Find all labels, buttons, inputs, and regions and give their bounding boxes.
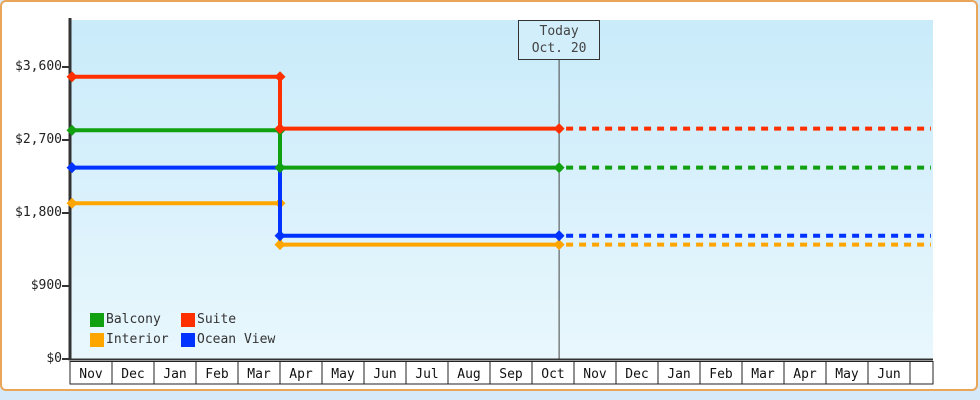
x-axis-month-label: Jan	[163, 367, 186, 382]
today-label: Today	[539, 24, 579, 39]
x-axis-month-label: May	[331, 367, 355, 382]
legend-swatch-interior	[90, 332, 104, 347]
data-point-marker	[66, 162, 78, 174]
data-point-marker	[274, 162, 286, 174]
y-axis-label: $1,800	[15, 205, 62, 220]
legend-label: Interior	[106, 332, 169, 347]
x-axis-month-label: Mar	[751, 367, 775, 382]
plot-area	[71, 20, 933, 359]
legend-label: Ocean View	[197, 332, 276, 347]
x-axis-month-label: Jun	[373, 367, 396, 382]
data-point-marker	[66, 71, 78, 83]
x-axis-month-label: May	[835, 367, 859, 382]
legend-swatch-suite	[181, 312, 195, 327]
x-axis-month-label: Jul	[415, 367, 438, 382]
y-axis-label: $2,700	[15, 132, 62, 147]
y-axis-label: $3,600	[15, 59, 62, 74]
legend-label: Balcony	[106, 312, 161, 327]
data-point-marker	[553, 239, 565, 251]
x-axis-month-label: Dec	[625, 367, 648, 382]
data-point-marker	[66, 124, 78, 136]
series-line-suite	[66, 71, 931, 135]
legend-label: Suite	[197, 312, 237, 327]
data-point-marker	[274, 239, 286, 251]
data-point-marker	[66, 197, 78, 209]
today-date: Oct. 20	[531, 41, 587, 56]
data-point-marker	[553, 123, 565, 135]
x-axis-month-label: Oct	[541, 367, 564, 382]
x-axis-month-label: Aug	[457, 367, 480, 382]
x-axis-month-label: Dec	[121, 367, 144, 382]
legend-item-balcony: Balcony	[90, 311, 181, 328]
x-axis-month-label: Apr	[289, 367, 313, 382]
x-axis-month-label: Sep	[499, 367, 523, 382]
data-point-marker	[274, 230, 286, 242]
x-axis-month-label: Jan	[667, 367, 690, 382]
x-axis-month-label: Jun	[877, 367, 900, 382]
today-marker-box: Today Oct. 20	[518, 20, 601, 60]
x-axis-month-label: Nov	[79, 367, 103, 382]
y-axis-label: $900	[30, 278, 62, 293]
y-axis-label: $0	[46, 351, 62, 366]
x-axis-month-label: Nov	[583, 367, 607, 382]
x-axis-month-label: Feb	[205, 367, 229, 382]
legend-item-ocean-view: Ocean View	[181, 331, 275, 348]
legend-swatch-balcony	[90, 312, 104, 327]
x-axis-month-label: Feb	[709, 367, 733, 382]
data-point-marker	[274, 123, 286, 135]
data-point-marker	[274, 71, 286, 83]
legend: Balcony Suite Interior Ocean View	[90, 311, 275, 348]
x-axis-month-label: Mar	[247, 367, 271, 382]
legend-item-interior: Interior	[90, 331, 181, 348]
x-axis-month-label: Apr	[793, 367, 817, 382]
data-point-marker	[553, 230, 565, 242]
data-point-marker	[553, 162, 565, 174]
legend-swatch-ocean-view	[181, 332, 195, 347]
month-cell-empty	[909, 361, 934, 385]
legend-item-suite: Suite	[181, 311, 275, 328]
